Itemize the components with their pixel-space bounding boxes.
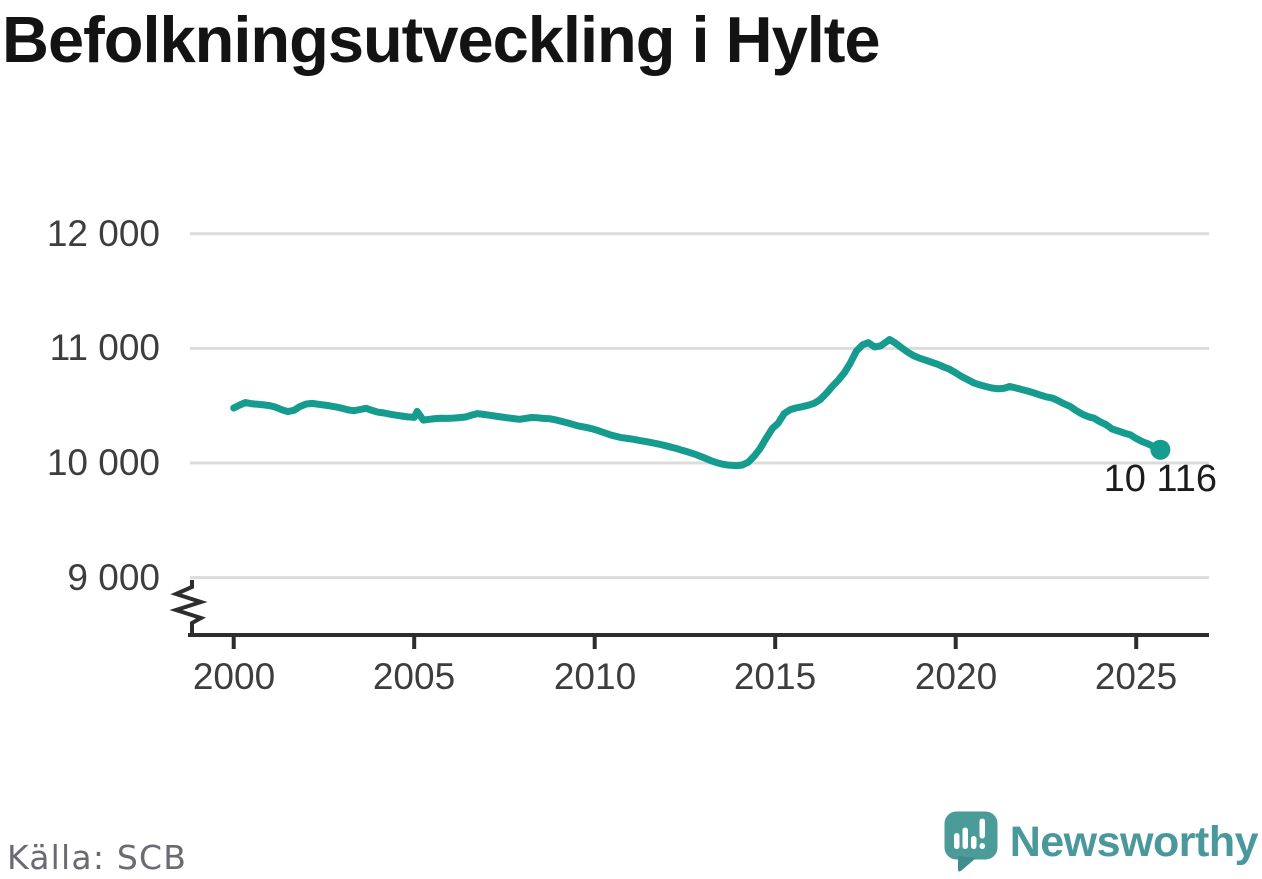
series-line-group bbox=[230, 336, 1171, 470]
chart-title: Befolkningsutveckling i Hylte bbox=[2, 3, 881, 76]
y-axis-label: 9 000 bbox=[67, 557, 160, 598]
y-axis-label: 12 000 bbox=[46, 213, 160, 254]
x-axis-label: 2005 bbox=[372, 656, 456, 697]
y-axis-break-icon bbox=[169, 580, 208, 633]
end-value-label: 10 116 bbox=[1103, 458, 1217, 500]
series-end-dot bbox=[1150, 439, 1171, 460]
source-label: Källa: SCB bbox=[7, 838, 188, 877]
gridlines bbox=[190, 232, 1209, 580]
x-axis bbox=[169, 580, 1209, 649]
x-axis-label: 2015 bbox=[733, 656, 817, 697]
x-axis-label: 2025 bbox=[1094, 656, 1178, 697]
y-axis-label: 10 000 bbox=[46, 442, 160, 483]
y-axis-label: 11 000 bbox=[49, 327, 160, 368]
newsworthy-logo-icon bbox=[944, 811, 998, 872]
newsworthy-logo: Newsworthy bbox=[943, 810, 1259, 874]
x-axis-label: 2010 bbox=[553, 656, 637, 697]
x-axis-ticks bbox=[231, 635, 1139, 649]
newsworthy-wordmark: Newsworthy bbox=[1009, 818, 1259, 866]
series-line bbox=[230, 336, 1164, 470]
x-axis-label: 2000 bbox=[192, 656, 276, 697]
x-axis-label: 2020 bbox=[914, 656, 998, 697]
